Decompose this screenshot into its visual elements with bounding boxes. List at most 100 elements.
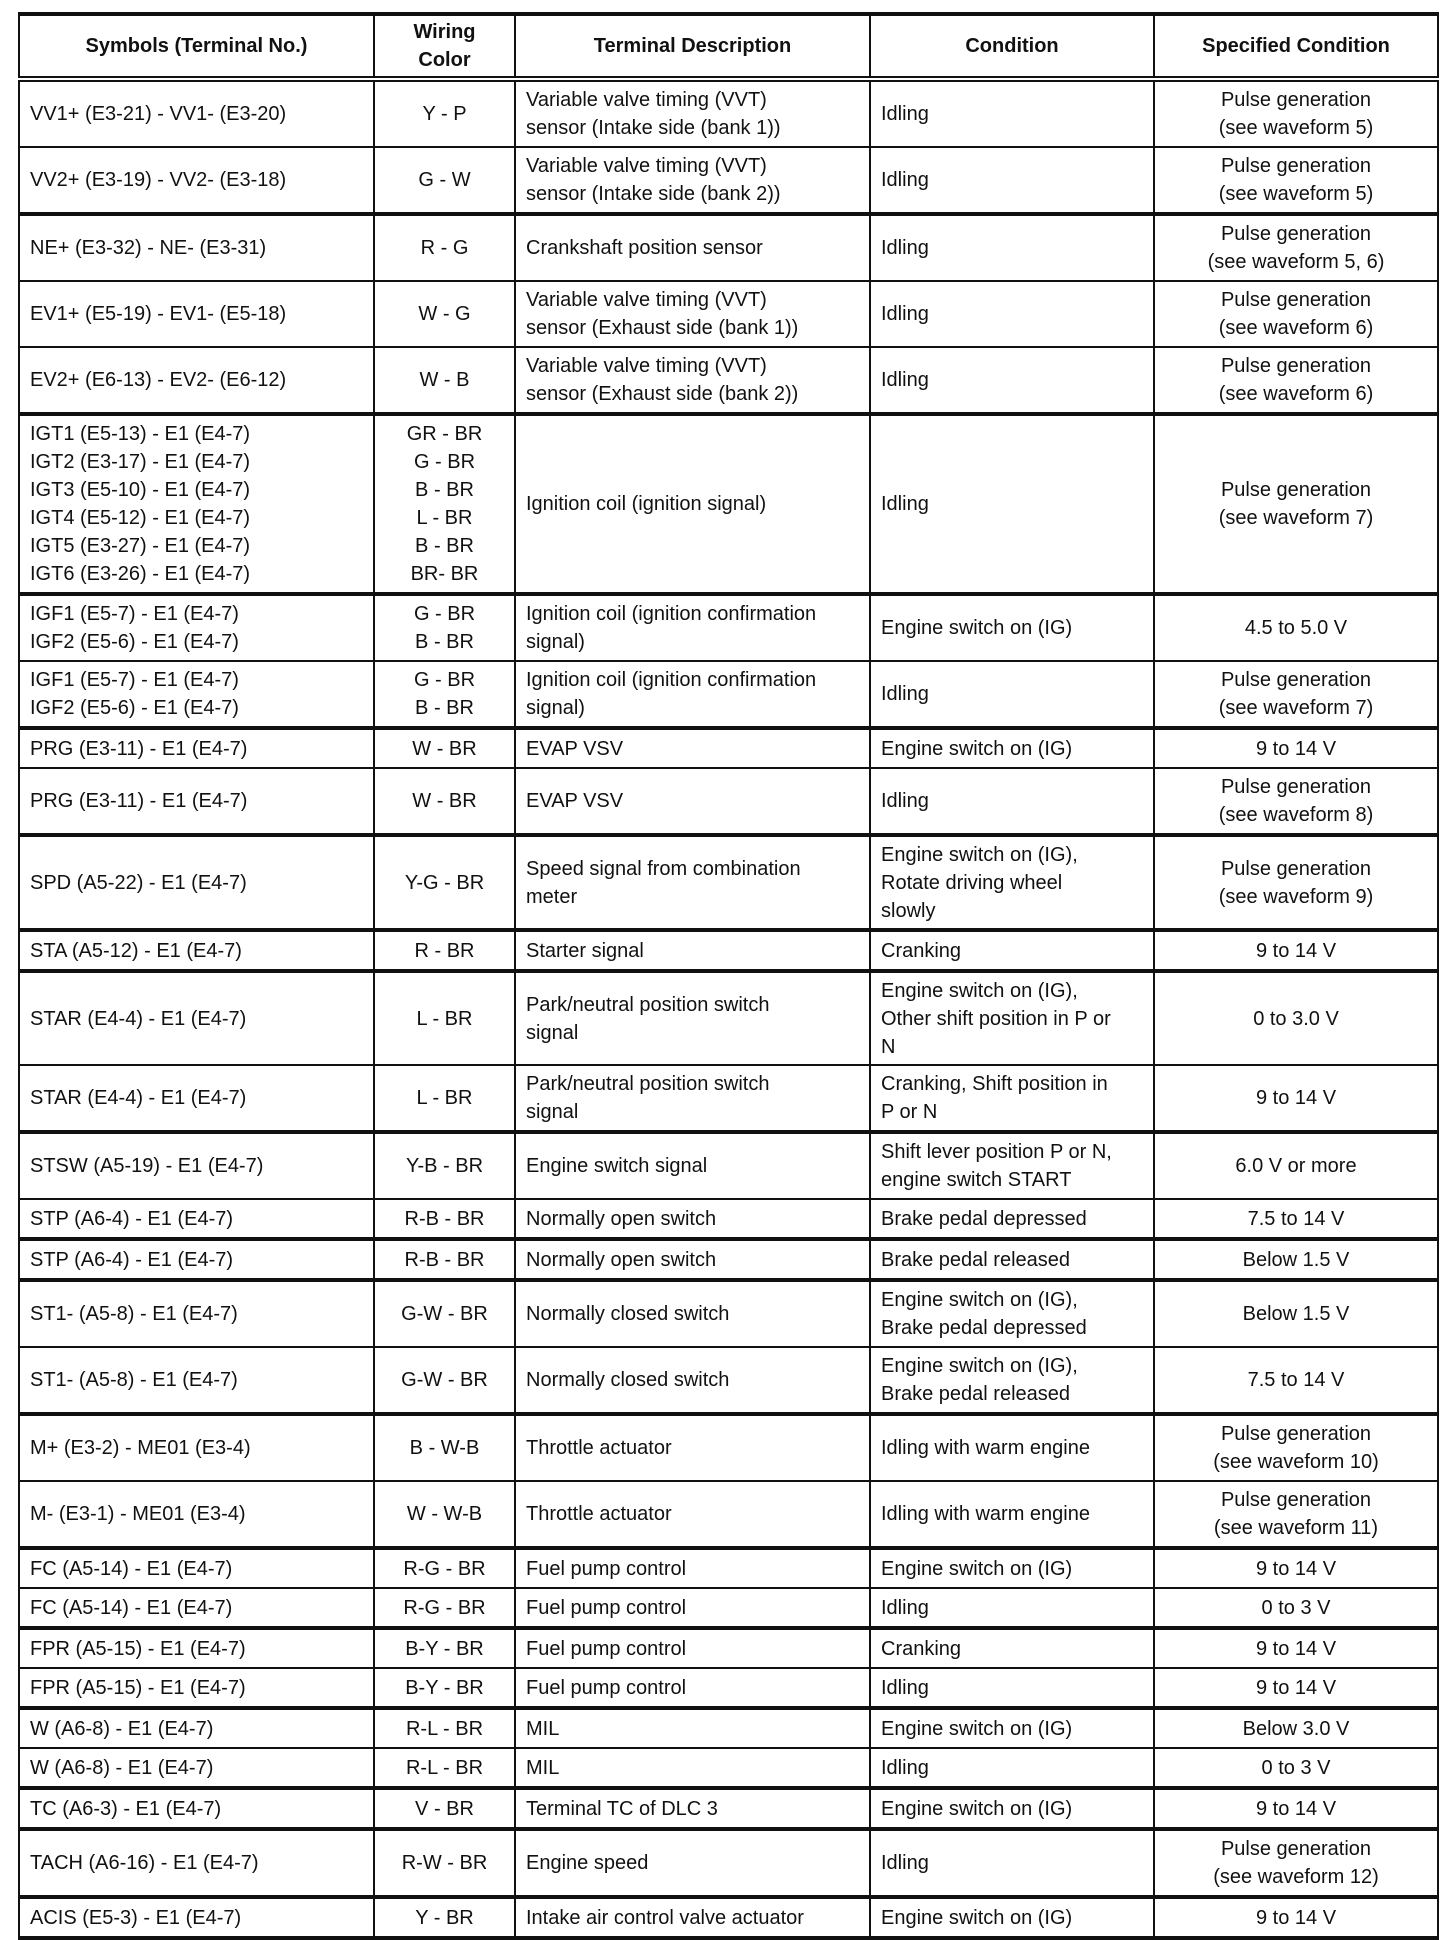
wiring-color-cell: W - BR xyxy=(373,727,516,769)
table-row: PRG (E3-11) - E1 (E4-7) W - BR EVAP VSV Idl… xyxy=(18,767,1439,837)
description-cell: Variable valve timing (VVT) sensor (Exha… xyxy=(514,280,871,348)
symbol-cell: W (A6-8) - E1 (E4-7) xyxy=(18,1707,375,1749)
specified-condition-cell: 7.5 to 14 V xyxy=(1153,1346,1439,1416)
specified-condition-cell: 6.0 V or more xyxy=(1153,1131,1439,1200)
table-row: FC (A5-14) - E1 (E4-7) R-G - BR Fuel pump … xyxy=(18,1587,1439,1630)
condition-cell: Idling xyxy=(869,413,1155,596)
symbol-cell: IGF1 (E5-7) - E1 (E4-7) IGF2 (E5-6) - E1… xyxy=(18,660,375,730)
description-cell: Park/neutral position switch signal xyxy=(514,970,871,1066)
table-row: FPR (A5-15) - E1 (E4-7) B-Y - BR Fuel pump… xyxy=(18,1627,1439,1669)
wiring-color-cell: R - BR xyxy=(373,929,516,973)
description-cell: Intake air control valve actuator xyxy=(514,1896,871,1939)
specified-condition-cell: 9 to 14 V xyxy=(1153,1896,1439,1939)
condition-cell: Idling xyxy=(869,1828,1155,1899)
condition-cell: Engine switch on (IG) xyxy=(869,1787,1155,1831)
specified-condition-cell: 0 to 3 V xyxy=(1153,1747,1439,1790)
header-terminal-description: Terminal Description xyxy=(514,13,871,82)
description-cell: Variable valve timing (VVT) sensor (Inta… xyxy=(514,78,871,148)
table-row: W (A6-8) - E1 (E4-7) R-L - BR MIL Idling 0 t… xyxy=(18,1747,1439,1790)
specified-condition-cell: Below 1.5 V xyxy=(1153,1279,1439,1348)
table-row: VV1+ (E3-21) - VV1- (E3-20) Y - P Variable… xyxy=(18,78,1439,148)
symbol-cell: STA (A5-12) - E1 (E4-7) xyxy=(18,929,375,973)
description-cell: MIL xyxy=(514,1707,871,1749)
condition-cell: Cranking xyxy=(869,1627,1155,1669)
condition-cell: Engine switch on (IG), Brake pedal relea… xyxy=(869,1346,1155,1416)
symbol-cell: TACH (A6-16) - E1 (E4-7) xyxy=(18,1828,375,1899)
symbol-cell: EV2+ (E6-13) - EV2- (E6-12) xyxy=(18,346,375,416)
table-row: IGF1 (E5-7) - E1 (E4-7) IGF2 (E5-6) - E1… xyxy=(18,593,1439,662)
specified-condition-cell: Pulse generation (see waveform 9) xyxy=(1153,834,1439,932)
symbol-cell: STSW (A5-19) - E1 (E4-7) xyxy=(18,1131,375,1200)
wiring-color-cell: L - BR xyxy=(373,970,516,1066)
wiring-color-cell: R-G - BR xyxy=(373,1587,516,1630)
condition-cell: Idling xyxy=(869,78,1155,148)
symbol-cell: VV1+ (E3-21) - VV1- (E3-20) xyxy=(18,78,375,148)
table-row: M- (E3-1) - ME01 (E3-4) W - W-B Throttle a… xyxy=(18,1480,1439,1550)
symbol-cell: STAR (E4-4) - E1 (E4-7) xyxy=(18,1064,375,1134)
table-row: TACH (A6-16) - E1 (E4-7) R-W - BR Engine s… xyxy=(18,1828,1439,1899)
wiring-color-cell: W - W-B xyxy=(373,1480,516,1550)
description-cell: Ignition coil (ignition confirmation sig… xyxy=(514,660,871,730)
description-cell: Park/neutral position switch signal xyxy=(514,1064,871,1134)
wiring-color-cell: R - G xyxy=(373,213,516,282)
condition-cell: Idling with warm engine xyxy=(869,1480,1155,1550)
specified-condition-cell: 9 to 14 V xyxy=(1153,1787,1439,1831)
description-cell: Normally open switch xyxy=(514,1238,871,1282)
wiring-color-cell: Y - P xyxy=(373,78,516,148)
wiring-color-cell: G-W - BR xyxy=(373,1279,516,1348)
description-cell: Throttle actuator xyxy=(514,1413,871,1482)
condition-cell: Engine switch on (IG) xyxy=(869,727,1155,769)
header-specified-condition: Specified Condition xyxy=(1153,13,1439,82)
condition-cell: Engine switch on (IG) xyxy=(869,593,1155,662)
specified-condition-cell: 7.5 to 14 V xyxy=(1153,1198,1439,1241)
table-row: EV2+ (E6-13) - EV2- (E6-12) W - B Variable… xyxy=(18,346,1439,416)
condition-cell: Idling xyxy=(869,1747,1155,1790)
specified-condition-cell: Pulse generation (see waveform 12) xyxy=(1153,1828,1439,1899)
terminal-spec-table: Symbols (Terminal No.) Wiring Color Term… xyxy=(18,12,1439,1940)
wiring-color-cell: W - BR xyxy=(373,767,516,837)
symbol-cell: EV1+ (E5-19) - EV1- (E5-18) xyxy=(18,280,375,348)
condition-cell: Engine switch on (IG) xyxy=(869,1896,1155,1939)
table-row: VV2+ (E3-19) - VV2- (E3-18) G - W Variable… xyxy=(18,146,1439,216)
header-symbols: Symbols (Terminal No.) xyxy=(18,13,375,82)
condition-cell: Idling xyxy=(869,146,1155,216)
condition-cell: Idling xyxy=(869,660,1155,730)
description-cell: Terminal TC of DLC 3 xyxy=(514,1787,871,1831)
symbol-cell: FC (A5-14) - E1 (E4-7) xyxy=(18,1547,375,1589)
condition-cell: Brake pedal depressed xyxy=(869,1198,1155,1241)
symbol-cell: ST1- (A5-8) - E1 (E4-7) xyxy=(18,1346,375,1416)
specified-condition-cell: Pulse generation (see waveform 7) xyxy=(1153,413,1439,596)
symbol-cell: PRG (E3-11) - E1 (E4-7) xyxy=(18,767,375,837)
specified-condition-cell: 0 to 3 V xyxy=(1153,1587,1439,1630)
table-row: SPD (A5-22) - E1 (E4-7) Y-G - BR Speed sig… xyxy=(18,834,1439,932)
description-cell: Ignition coil (ignition signal) xyxy=(514,413,871,596)
condition-cell: Idling xyxy=(869,767,1155,837)
wiring-color-cell: B-Y - BR xyxy=(373,1667,516,1710)
wiring-color-cell: R-G - BR xyxy=(373,1547,516,1589)
description-cell: Normally open switch xyxy=(514,1198,871,1241)
specified-condition-cell: Below 1.5 V xyxy=(1153,1238,1439,1282)
description-cell: Variable valve timing (VVT) sensor (Exha… xyxy=(514,346,871,416)
condition-cell: Engine switch on (IG), Rotate driving wh… xyxy=(869,834,1155,932)
specified-condition-cell: Pulse generation (see waveform 6) xyxy=(1153,346,1439,416)
table-row: W (A6-8) - E1 (E4-7) R-L - BR MIL Engine sw… xyxy=(18,1707,1439,1749)
symbol-cell: M- (E3-1) - ME01 (E3-4) xyxy=(18,1480,375,1550)
description-cell: Ignition coil (ignition confirmation sig… xyxy=(514,593,871,662)
symbol-cell: STP (A6-4) - E1 (E4-7) xyxy=(18,1198,375,1241)
table-row: STP (A6-4) - E1 (E4-7) R-B - BR Normally o… xyxy=(18,1198,1439,1241)
table-row: EV1+ (E5-19) - EV1- (E5-18) W - G Variable… xyxy=(18,280,1439,348)
specified-condition-cell: 0 to 3.0 V xyxy=(1153,970,1439,1066)
wiring-color-cell: G - BR B - BR xyxy=(373,593,516,662)
condition-cell: Idling xyxy=(869,280,1155,348)
condition-cell: Idling with warm engine xyxy=(869,1413,1155,1482)
specified-condition-cell: Pulse generation (see waveform 7) xyxy=(1153,660,1439,730)
wiring-color-cell: G - BR B - BR xyxy=(373,660,516,730)
description-cell: Variable valve timing (VVT) sensor (Inta… xyxy=(514,146,871,216)
symbol-cell: IGF1 (E5-7) - E1 (E4-7) IGF2 (E5-6) - E1… xyxy=(18,593,375,662)
description-cell: Normally closed switch xyxy=(514,1279,871,1348)
wiring-color-cell: W - B xyxy=(373,346,516,416)
wiring-color-cell: L - BR xyxy=(373,1064,516,1134)
condition-cell: Shift lever position P or N, engine swit… xyxy=(869,1131,1155,1200)
symbol-cell: FPR (A5-15) - E1 (E4-7) xyxy=(18,1627,375,1669)
table-row: NE+ (E3-32) - NE- (E3-31) R - G Crankshaft… xyxy=(18,213,1439,282)
